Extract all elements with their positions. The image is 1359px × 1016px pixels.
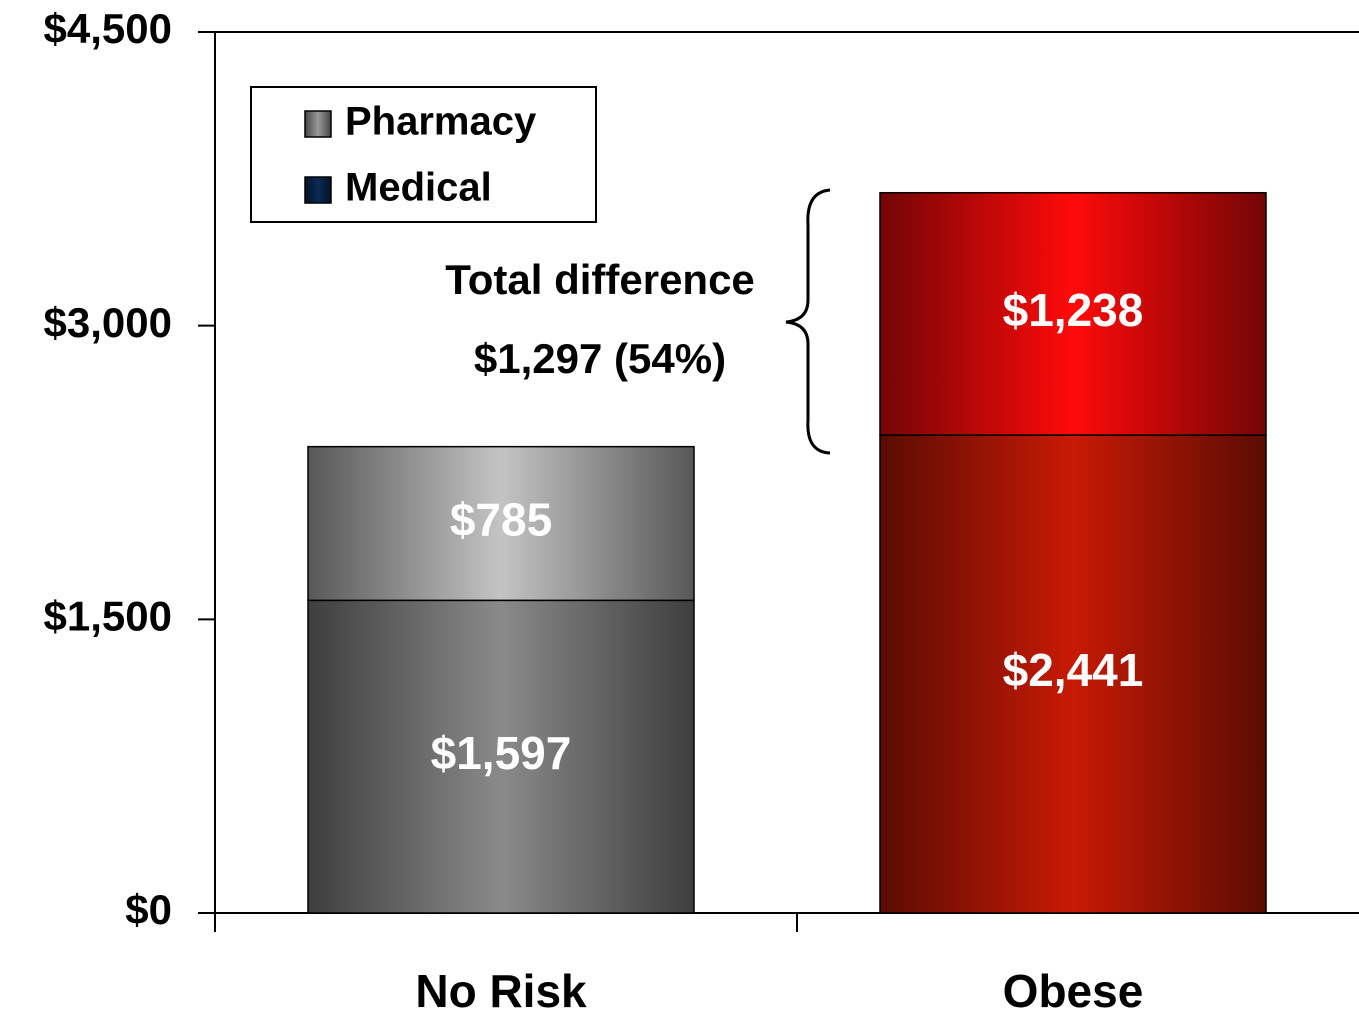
value-label: $2,441 — [1003, 644, 1144, 696]
bar-segment — [879, 434, 1267, 914]
legend-label: Pharmacy — [345, 100, 537, 144]
annotation: Total difference — [445, 256, 755, 303]
bar-segment — [307, 445, 695, 602]
y-tick-label: $0 — [125, 886, 172, 933]
bar-segment — [879, 191, 1267, 436]
y-tick-label: $4,500 — [44, 5, 172, 52]
y-tick-label: $1,500 — [44, 592, 172, 639]
bar-segment — [307, 599, 695, 914]
annotation: $1,297 (54%) — [474, 335, 726, 382]
y-tick-label: $3,000 — [44, 299, 172, 346]
legend-swatch — [304, 110, 332, 138]
value-label: $1,597 — [431, 727, 572, 779]
legend-swatch — [304, 176, 332, 204]
x-tick-label: No Risk — [415, 965, 587, 1016]
brace — [785, 188, 831, 455]
value-label: $785 — [450, 494, 552, 546]
value-label: $1,238 — [1003, 284, 1144, 336]
x-tick-label: Obese — [1003, 965, 1144, 1016]
legend-label: Medical — [345, 166, 492, 210]
